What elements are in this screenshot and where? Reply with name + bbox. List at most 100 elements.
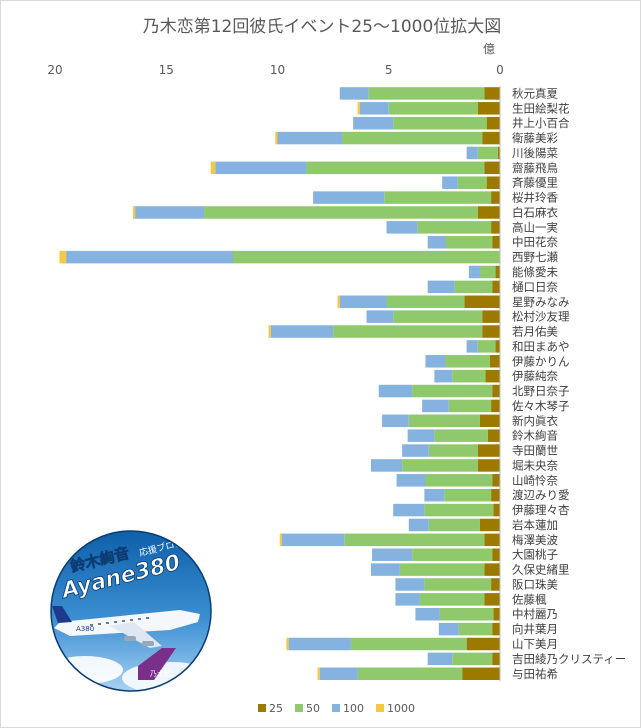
bar-segment-50 [357, 667, 463, 681]
bar-segment-50 [445, 235, 493, 249]
category-label: 高山一実 [512, 220, 558, 234]
bar-segment-25 [495, 265, 500, 279]
bar-segment-100 [281, 533, 345, 547]
bar-segment-100 [466, 340, 478, 353]
bar-segment-100 [425, 355, 446, 368]
bar-segment-50 [454, 280, 493, 294]
bar-segment-100 [427, 235, 446, 249]
bar-segment-100 [353, 116, 394, 130]
bar-segment-50 [399, 563, 485, 576]
bar-segment-100 [402, 444, 429, 457]
bar-segment-25 [491, 578, 500, 591]
bar-segment-50 [434, 429, 488, 442]
bar-segment-100 [427, 652, 453, 666]
bar-segment-25 [492, 235, 500, 249]
bar-segment-25 [482, 310, 500, 323]
bar-segment-50 [402, 459, 478, 472]
badge-ring [50, 530, 212, 692]
category-label: 齋藤飛鳥 [512, 161, 558, 175]
bar-segment-50 [419, 593, 485, 606]
bar-segment-25 [493, 607, 500, 621]
blog-badge: A380 乃木坂 鈴木絢音 応援ブログ Ayane380 [50, 530, 212, 692]
bar-segment-50 [412, 548, 493, 561]
bar-segment-50 [350, 637, 467, 651]
category-label: 松村沙友理 [512, 310, 570, 324]
bar-segment-50 [393, 116, 487, 130]
bar-segment-100 [422, 399, 449, 413]
bar-segment-25 [493, 503, 500, 517]
bar-segment-100 [427, 280, 455, 294]
category-label: 斉藤優里 [512, 176, 558, 190]
bar-segment-25 [479, 518, 500, 532]
bar-segment-100 [370, 563, 400, 576]
bar-segment-50 [448, 399, 492, 413]
bar-segment-50 [444, 488, 492, 502]
bar-segment-25 [484, 563, 500, 576]
category-label: 新内眞衣 [512, 414, 558, 428]
bar-segment-100 [466, 146, 478, 160]
bar-segment-100 [408, 518, 429, 532]
bar-segment-100 [339, 87, 369, 100]
bar-segment-100 [434, 369, 453, 383]
bar-segment-100 [288, 637, 351, 651]
category-label: 山崎怜奈 [512, 473, 558, 487]
bar-segment-1000 [268, 325, 271, 338]
bar-segment-25 [484, 593, 500, 606]
category-label: 梅澤美波 [512, 533, 558, 547]
category-label: 吉田綾乃クリスティー [512, 652, 626, 666]
category-label: 中村麗乃 [512, 607, 558, 621]
x-tick-label: 10 [270, 63, 285, 77]
bar-segment-25 [491, 488, 500, 502]
bar-segment-25 [479, 414, 500, 428]
bar-segment-1000 [59, 250, 67, 264]
bar-segment-100 [424, 488, 445, 502]
bar-segment-25 [497, 146, 500, 160]
bar-segment-100 [395, 593, 420, 606]
x-tick-label: 5 [385, 63, 393, 77]
category-label: 寺田蘭世 [512, 444, 558, 458]
x-tick-label: 20 [47, 63, 62, 77]
category-label: 大園桃子 [512, 548, 558, 562]
bar-segment-50 [393, 310, 483, 323]
bar-segment-50 [233, 250, 500, 264]
bar-segment-25 [482, 131, 500, 145]
legend-label: 50 [306, 702, 320, 715]
bar-segment-25 [495, 340, 500, 353]
x-tick-label: 0 [496, 63, 504, 77]
category-label: 北野日奈子 [512, 384, 570, 398]
bar-segment-50 [477, 146, 498, 160]
legend-swatch-100 [332, 704, 340, 712]
category-label: 和田まあや [512, 339, 570, 353]
category-label: 鈴木絢音 [512, 429, 558, 443]
bar-segment-50 [457, 176, 487, 189]
bar-segment-100 [66, 250, 233, 264]
bar-segment-25 [484, 533, 500, 547]
bar-segment-100 [393, 503, 425, 517]
bar-segment-50 [425, 474, 493, 487]
bar-segment-50 [428, 444, 478, 457]
bar-segment-50 [445, 355, 490, 368]
x-axis-ticks: 20 15 10 5 0 [47, 63, 503, 77]
category-label: 岩本蓮加 [512, 518, 558, 532]
bar-segment-100 [395, 578, 425, 591]
bar-segment-50 [204, 206, 478, 219]
bar-segment-1000 [132, 206, 136, 219]
legend: 25 50 100 1000 [258, 702, 415, 715]
bar-segment-25 [486, 116, 500, 130]
plane-mark-text: A380 [76, 625, 94, 633]
cloud-shape [51, 656, 123, 684]
category-label: 桜井玲香 [512, 191, 558, 205]
bar-segment-25 [464, 295, 500, 309]
bar-segment-50 [388, 102, 478, 115]
bar-segment-100 [319, 667, 358, 681]
category-label: 衛藤美彩 [512, 131, 558, 145]
category-label: 中田花奈 [512, 235, 558, 249]
category-label: 久保史緒里 [512, 563, 570, 577]
bar-segment-50 [452, 369, 486, 383]
bar-segment-25 [477, 459, 500, 472]
bar-segment-25 [492, 280, 500, 294]
bar-segment-50 [452, 652, 493, 666]
category-label: 白石麻衣 [512, 205, 558, 219]
bar-segment-100 [372, 548, 413, 561]
bar-segment-1000 [279, 533, 282, 547]
